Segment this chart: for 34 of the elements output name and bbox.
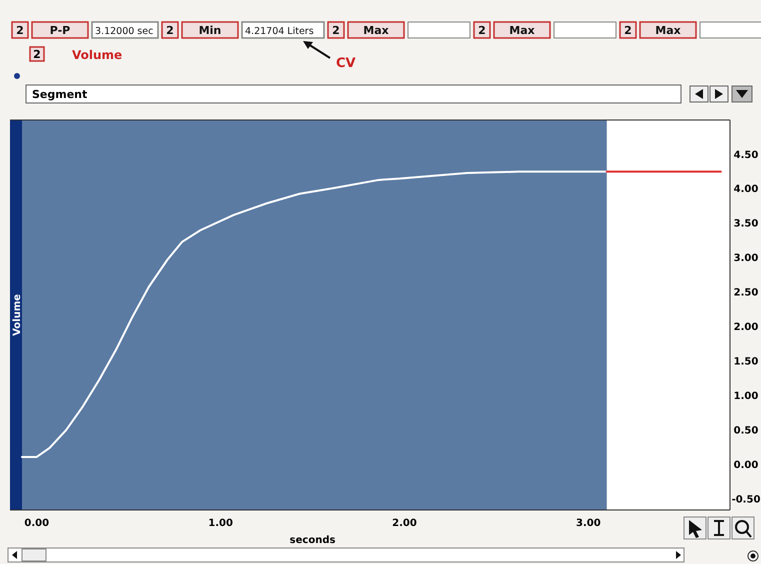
y-tick-label: 0.50 bbox=[734, 425, 758, 436]
text: Segment bbox=[32, 88, 88, 101]
x-tick-label: 3.00 bbox=[576, 518, 601, 529]
text: 3.12000 sec bbox=[95, 26, 154, 37]
x-tick-label: 1.00 bbox=[208, 518, 233, 529]
x-tick-label: 2.00 bbox=[392, 518, 417, 529]
text: Max bbox=[363, 24, 389, 37]
text: P-P bbox=[50, 24, 70, 37]
text: 2 bbox=[332, 24, 340, 37]
text: 2 bbox=[166, 24, 174, 37]
y-tick-label: 3.00 bbox=[734, 253, 758, 264]
x-tick-label: 0.00 bbox=[24, 518, 50, 529]
chart-title: Volume bbox=[72, 48, 122, 62]
text: 2 bbox=[33, 48, 41, 61]
text: CV bbox=[336, 56, 356, 71]
y-tick-label: -0.50 bbox=[732, 494, 760, 506]
text: Max bbox=[655, 24, 681, 37]
line-series bbox=[21, 170, 608, 458]
y-tick-label: 1.50 bbox=[734, 356, 758, 368]
y-tick-label: 2.50 bbox=[734, 288, 758, 299]
x-axis-title: seconds bbox=[290, 535, 336, 546]
y-tick-label: 1.00 bbox=[734, 390, 758, 402]
y-tick-label: 3.50 bbox=[734, 218, 758, 230]
y-axis-title: Volume bbox=[12, 294, 23, 336]
y-tick-label: 4.50 bbox=[734, 150, 758, 161]
text: 2 bbox=[624, 24, 632, 37]
text: Max bbox=[509, 24, 535, 37]
y-tick-label: 4.00 bbox=[734, 184, 758, 196]
y-tick-label: 0.00 bbox=[734, 460, 758, 471]
y-tick-label: 2.00 bbox=[734, 322, 758, 334]
text: 2 bbox=[478, 24, 486, 37]
text: Min bbox=[198, 24, 222, 37]
text: 4.21704 Liters bbox=[245, 26, 314, 37]
text: 2 bbox=[16, 24, 24, 37]
